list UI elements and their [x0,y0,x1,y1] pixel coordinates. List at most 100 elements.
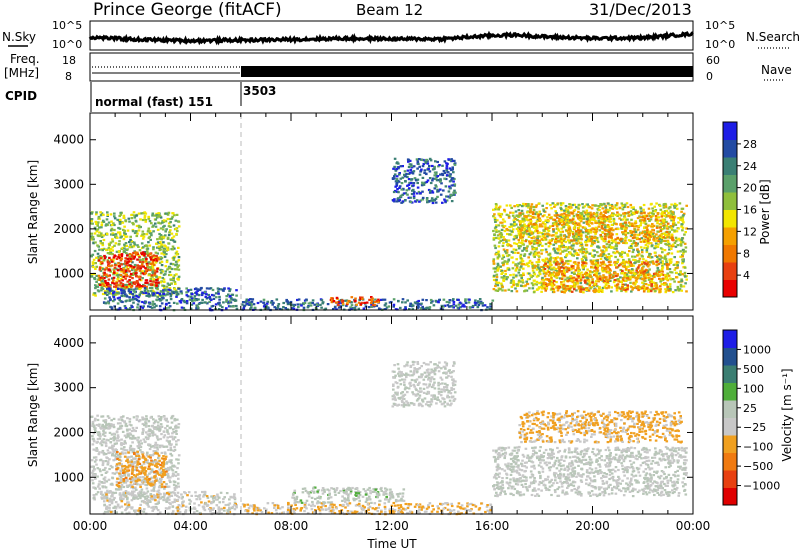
power-cell [146,281,149,284]
power-cell [509,204,512,207]
power-cell [499,231,503,235]
power-cell [122,275,126,278]
power-cell [624,237,627,240]
power-cell [330,301,334,304]
power-cell [126,264,129,267]
power-cell [520,263,524,266]
power-cell [532,235,536,238]
power-cell [90,237,94,240]
power-cell [623,263,626,266]
power-cell [650,225,653,228]
power-cell [628,250,631,253]
power-cell [636,216,640,220]
power-cell [664,282,667,285]
power-cell [495,252,499,256]
power-cell [677,221,680,224]
power-cell [171,245,175,248]
power-cell [424,161,428,164]
power-cell [591,204,594,207]
power-cell [561,290,564,293]
power-cell [572,239,576,242]
power-cell [100,235,104,238]
power-cell [453,177,456,181]
power-cell [679,283,683,286]
power-cell [542,234,546,237]
power-cell [124,260,127,263]
power-cell [611,228,615,232]
power-cell [431,191,435,194]
power-cell [608,256,611,259]
power-cell [141,237,145,240]
power-cell [609,220,612,223]
power-cell [392,167,395,170]
power-cell [167,288,171,291]
power-cell [675,262,679,265]
power-cell [152,284,156,287]
power-cell [647,283,651,287]
power-cell [223,287,226,291]
power-cell [571,281,575,284]
power-cell [108,292,111,295]
power-cell [448,187,452,190]
power-cell [622,241,625,244]
power-cell [630,222,634,225]
power-cell [497,237,501,240]
power-cell [497,230,501,233]
power-cell [610,239,614,242]
power-cell [678,288,682,291]
power-cell [172,277,175,280]
power-cell [603,279,606,282]
power-cell [464,300,467,303]
power-cell [524,263,528,266]
power-cell [158,237,162,240]
power-cell [548,282,551,286]
power-cell [203,301,207,304]
power-cell [637,251,640,254]
power-cell [643,289,646,292]
power-cell [132,257,136,260]
power-cell [175,295,178,298]
power-cell [663,283,666,286]
power-cell [668,206,672,209]
power-cell [650,202,653,205]
power-cell [663,263,667,266]
power-cell [639,246,643,249]
power-cell [496,262,500,265]
power-cell [544,272,548,275]
power-cell [624,279,627,282]
power-cell [537,254,540,257]
power-cell [593,274,596,277]
power-cell [217,290,220,293]
power-cell [429,189,432,193]
power-cell [606,233,609,236]
power-cell [197,302,201,305]
power-cell [605,264,609,267]
power-cell [574,232,578,236]
power-cell [632,240,636,243]
power-cell [110,233,113,236]
power-cell [341,302,345,305]
power-cell [132,298,136,301]
power-cell [571,222,575,225]
power-cell [265,302,269,305]
power-cell [583,211,587,214]
power-cell [137,229,141,232]
power-cell [558,262,561,265]
power-cell [650,261,653,264]
power-cell [477,300,480,303]
power-cell [373,304,377,307]
power-cell [536,288,539,291]
power-cell [138,260,142,263]
power-cell [659,279,663,283]
power-cell [639,224,642,227]
power-cell [655,287,658,290]
power-cell [501,271,504,274]
power-cell [683,271,687,274]
power-cell [118,284,121,287]
power-cell [534,216,537,219]
power-cell [544,236,547,239]
power-cell [639,240,643,243]
power-cell [613,279,617,282]
power-cell [644,274,648,277]
power-cell [526,218,529,221]
